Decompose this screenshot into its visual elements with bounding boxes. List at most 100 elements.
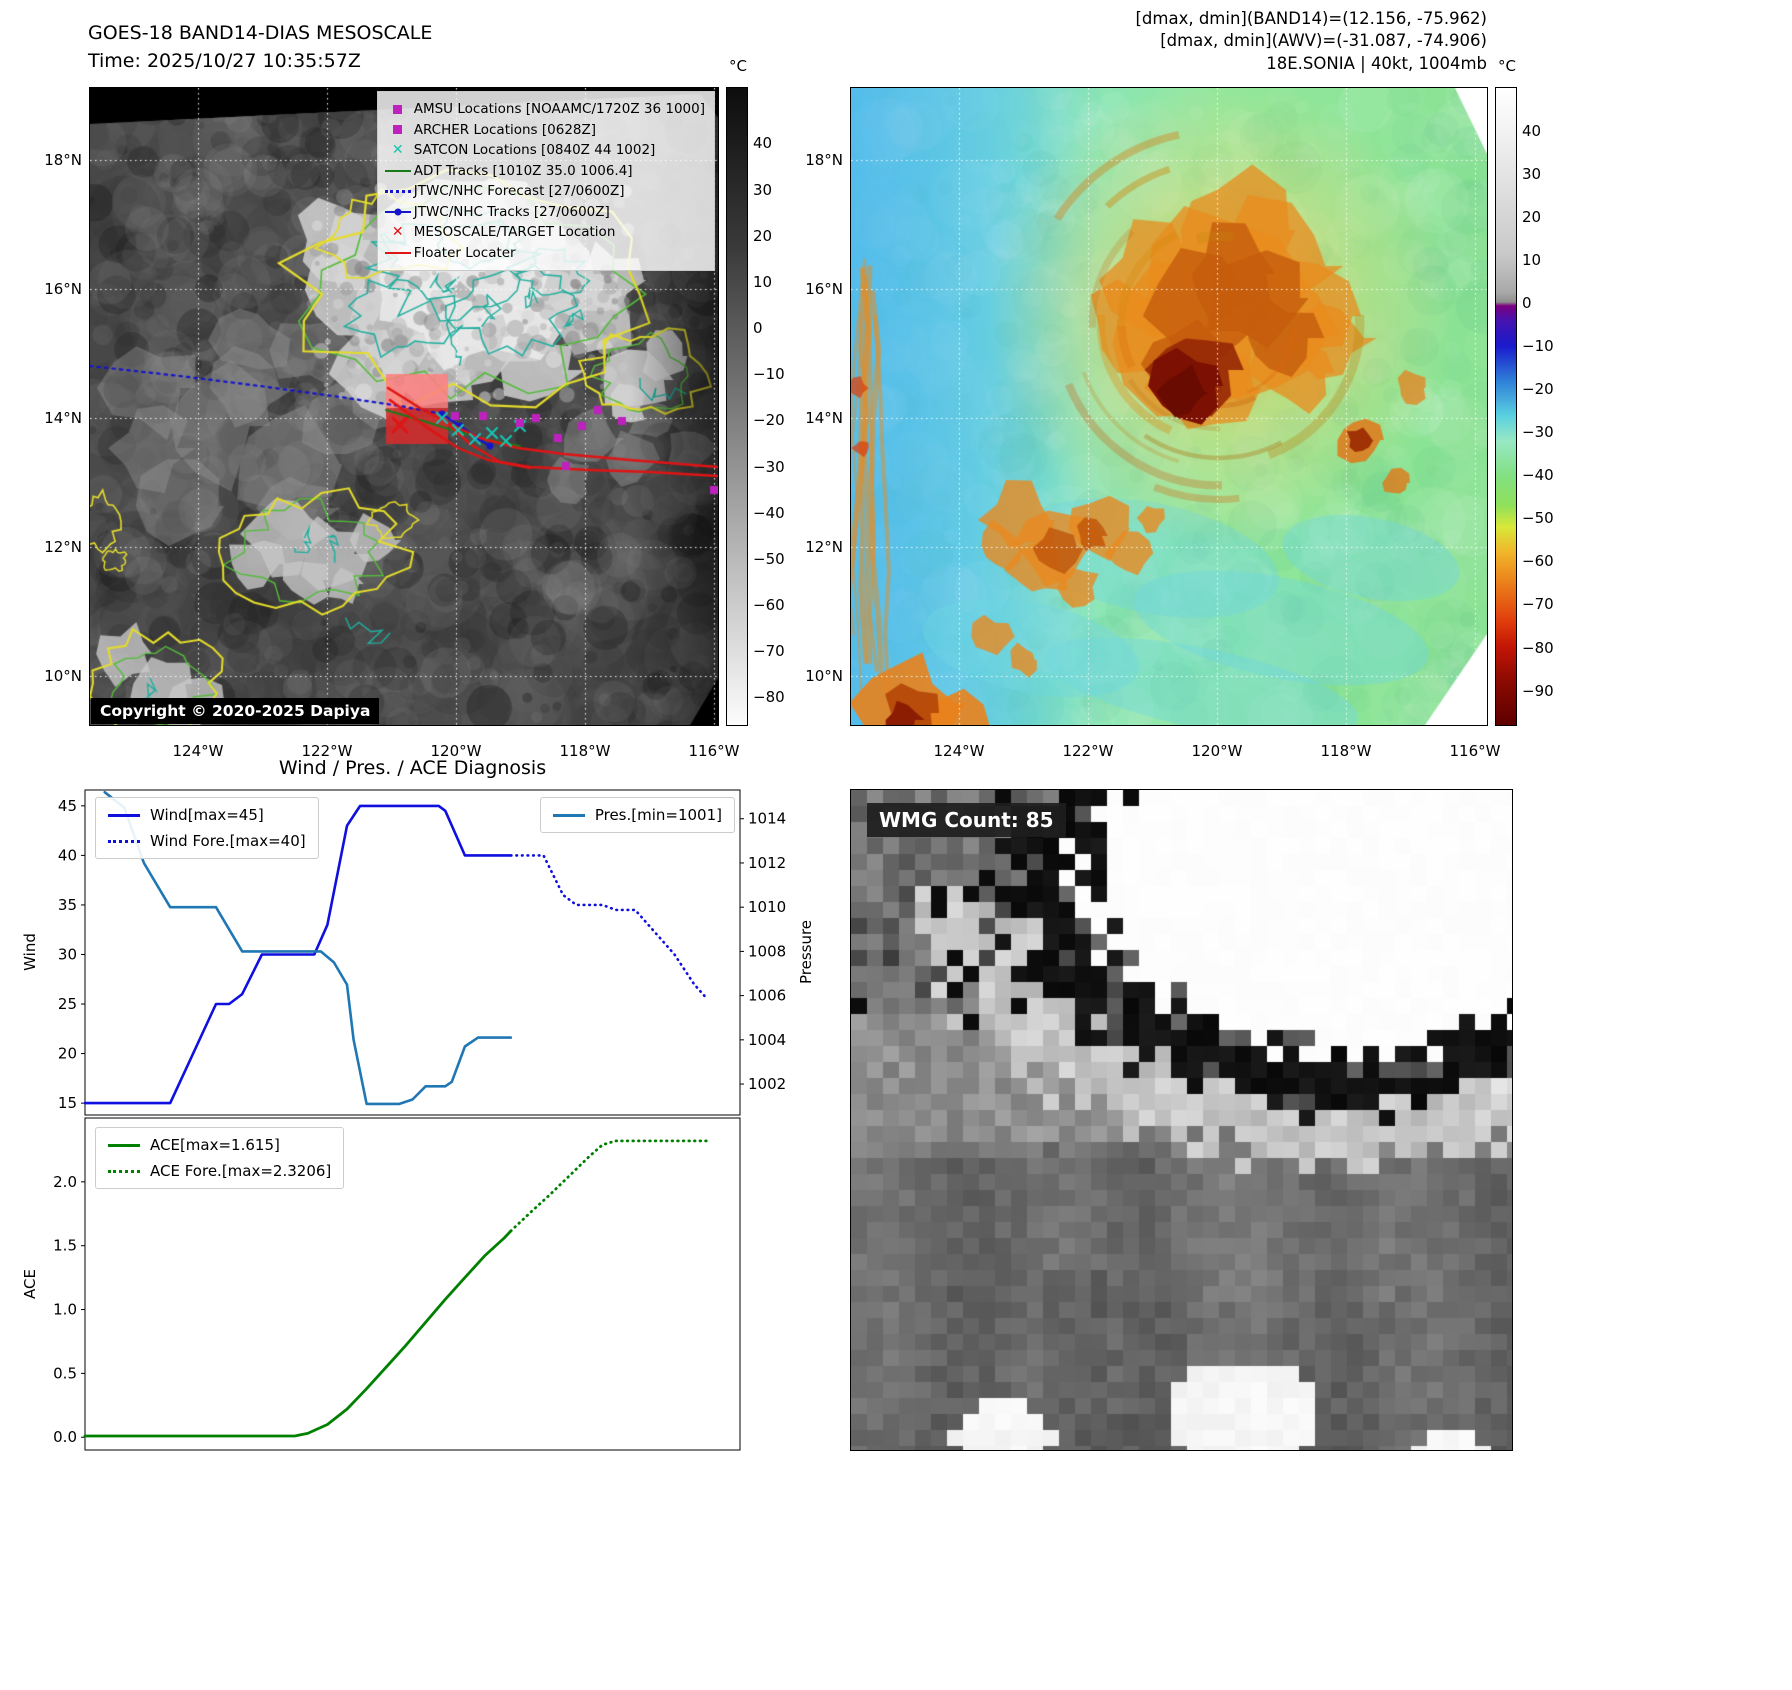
band14-colorbar [726,87,748,726]
band14-colorbar-tick: −50 [753,549,785,568]
band14-lon-tick: 124°W [172,742,224,760]
awv-colorbar-tick: −70 [1522,595,1554,614]
wmg-map-image: WMG Count: 85 [850,789,1513,1451]
line-icon [382,169,414,172]
band14-colorbar-tick: −60 [753,595,785,614]
awv-lat-tick: 14°N [805,409,843,427]
band14-copyright: Copyright © 2020-2025 Dapiya [91,698,380,724]
dotted-line-sample-icon [108,839,140,843]
band14-colorbar-unit: °C [729,57,747,75]
square-icon [382,104,414,114]
line-marker [384,169,411,172]
ace-legend: ACE[max=1.615] ACE Fore.[max=2.3206] [95,1127,345,1189]
x-icon: ✕ [382,225,414,239]
dotted-line-sample-icon [108,1169,140,1173]
ace-max-1-615-line [83,1229,513,1438]
ace-ytick: 0.5 [53,1364,77,1382]
legend-label: SATCON Locations [0840Z 44 1002] [413,142,656,159]
wind-ytick: 25 [58,995,77,1013]
band14-lat-tick: 18°N [44,151,82,169]
band14-lat-tick: 12°N [44,538,82,556]
band14-colorbar-tick: 40 [753,134,773,153]
pressure-ytick: 1004 [748,1031,786,1049]
awv-header-line: [dmax, dmin](BAND14)=(12.156, -75.962) [1135,9,1487,28]
wind-ytick: 15 [58,1094,77,1112]
awv-lat-tick: 10°N [805,667,843,685]
band14-lon-tick: 122°W [301,742,353,760]
awv-colorbar-tick: −80 [1522,638,1554,657]
line-marker [384,251,411,254]
pressure-ytick: 1010 [748,898,786,916]
chart-legend-label: Wind[max=45] [150,806,264,824]
band14-colorbar-tick: −30 [753,457,785,476]
wind-fore-max-40-line [509,854,709,1001]
band14-lon-tick: 120°W [430,742,482,760]
band14-colorbar-tick: 20 [753,226,773,245]
awv-colorbar [1495,87,1517,726]
awv-header-line: [dmax, dmin](AWV)=(-31.087, -74.906) [1160,31,1487,51]
line-dot-icon [382,207,414,216]
awv-colorbar-tick: 40 [1522,122,1542,141]
square-icon [382,125,414,135]
awv-lon-tick: 122°W [1062,742,1114,760]
ace-ytick: 1.0 [53,1301,77,1319]
wind-max-45-line [83,804,513,1105]
chart-legend-label: Pres.[min=1001] [594,806,722,824]
awv-colorbar-tick: 20 [1522,208,1542,227]
band14-colorbar-tick: −80 [753,688,785,707]
band14-colorbar-tick: −20 [753,411,785,430]
legend-item: ✕ MESOSCALE/TARGET Location [382,222,705,243]
wmg-canvas [851,790,1512,1450]
chart-legend-label: Wind Fore.[max=40] [150,832,306,850]
pressure-ytick: 1006 [748,987,786,1005]
awv-colorbar-unit: °C [1498,57,1516,75]
pressure-ytick: 1012 [748,854,786,872]
band14-lat-tick: 10°N [44,667,82,685]
pressure-ytick: 1014 [748,810,786,828]
wind-ytick: 20 [58,1045,77,1063]
legend-label: JTWC/NHC Tracks [27/0600Z] [413,203,610,220]
line-icon [382,251,414,254]
awv-colorbar-tick: −40 [1522,466,1554,485]
awv-header: [dmax, dmin](BAND14)=(12.156, -75.962) [d… [887,8,1487,75]
x-marker: ✕ [391,142,404,159]
chart-legend-item: Wind Fore.[max=40] [108,832,306,850]
line-sample-icon [108,813,140,817]
awv-colorbar-tick: −10 [1522,337,1554,356]
ace-ytick: 0.0 [53,1428,77,1446]
chart-legend-item: ACE Fore.[max=2.3206] [108,1162,331,1180]
chart-legend-item: Wind[max=45] [108,806,306,824]
awv-colorbar-tick: 30 [1522,165,1542,184]
awv-header-line: 18E.SONIA | 40kt, 1004mb [1266,53,1487,73]
band14-lat-tick: 14°N [44,409,82,427]
wind-legend: Wind[max=45] Wind Fore.[max=40] [95,797,319,859]
ace-ytick: 1.5 [53,1237,77,1255]
legend-label: Floater Locater [413,244,516,261]
band14-time: Time: 2025/10/27 10:35:57Z [88,49,361,72]
square-marker [393,125,403,135]
band14-map-image: AMSU Locations [NOAAMC/1720Z 36 1000] ARC… [89,87,719,726]
wind-ytick: 35 [58,896,77,914]
awv-colorbar-tick: −30 [1522,423,1554,442]
awv-lon-tick: 120°W [1191,742,1243,760]
line-sample-icon [108,1143,140,1147]
awv-colorbar-tick: −50 [1522,509,1554,528]
chart-legend-label: ACE Fore.[max=2.3206] [150,1162,332,1180]
band14-title: GOES-18 BAND14-DIAS MESOSCALE [88,22,433,44]
band14-colorbar-tick: −10 [753,365,785,384]
band14-title-block: GOES-18 BAND14-DIAS MESOSCALE Time: 2025… [88,20,432,75]
band14-colorbar-tick: 10 [753,272,773,291]
chart-legend-item: ACE[max=1.615] [108,1136,331,1154]
wind-ytick: 40 [58,846,77,864]
pres-min-1001-line [103,790,513,1106]
wmg-count-label: WMG Count: 85 [867,803,1066,837]
band14-lat-tick: 16°N [44,280,82,298]
awv-satellite-canvas [851,88,1487,725]
line-dotted-icon [382,189,414,193]
ace-ytick: 2.0 [53,1173,77,1191]
square-marker [393,104,403,114]
pressure-ytick: 1008 [748,942,786,960]
legend-label: ARCHER Locations [0628Z] [413,121,597,138]
awv-lat-tick: 12°N [805,538,843,556]
